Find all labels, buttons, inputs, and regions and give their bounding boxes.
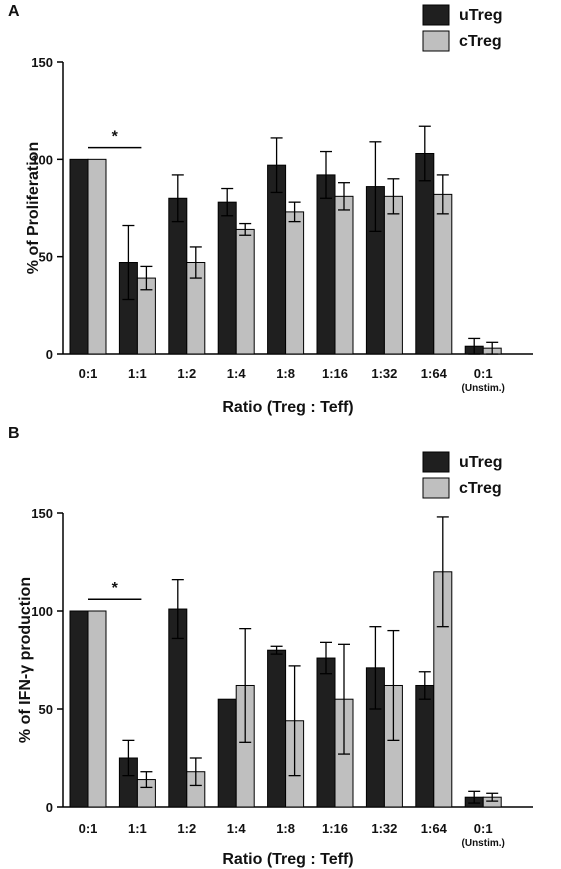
bar-ctreg (87, 158, 107, 355)
legend-label-utreg: uTreg (459, 454, 503, 471)
legend-label-ctreg: cTreg (459, 33, 502, 50)
legend-swatch-utreg (422, 451, 450, 473)
x-tick-label: 0:1 (474, 821, 493, 836)
x-axis-title: Ratio (Treg : Teff) (222, 399, 353, 416)
bar-utreg (415, 684, 435, 808)
bar-utreg (415, 152, 435, 355)
x-tick-label: 1:8 (276, 821, 295, 836)
x-tick-label: 1:16 (322, 821, 348, 836)
panel-label: A (8, 3, 20, 20)
significance-star: * (112, 580, 119, 597)
x-tick-label: 1:4 (227, 366, 247, 381)
bar-ctreg (235, 228, 255, 355)
bar-ctreg (383, 195, 403, 355)
x-tick-label: 0:1 (79, 366, 98, 381)
bar-utreg (69, 610, 89, 808)
bar-utreg (217, 698, 237, 808)
y-tick-label: 100 (31, 604, 53, 619)
legend-label-utreg: uTreg (459, 7, 503, 24)
bar-utreg (267, 649, 287, 808)
x-tick-label: 1:1 (128, 366, 147, 381)
y-tick-label: 0 (46, 800, 53, 815)
legend-swatch-ctreg (422, 30, 450, 52)
x-tick-label: 1:2 (177, 821, 196, 836)
bar-ctreg (334, 195, 354, 355)
y-tick-label: 50 (39, 702, 53, 717)
legend-label-ctreg: cTreg (459, 480, 502, 497)
bar-utreg (316, 174, 336, 355)
y-tick-label: 50 (39, 250, 53, 265)
panel-label: B (8, 425, 20, 442)
x-tick-label: 1:4 (227, 821, 247, 836)
significance-star: * (112, 129, 119, 146)
y-tick-label: 100 (31, 152, 53, 167)
x-tick-sublabel: (Unstim.) (462, 838, 505, 849)
bar-utreg (217, 201, 237, 355)
x-tick-label: 1:32 (371, 366, 397, 381)
x-tick-label: 1:2 (177, 366, 196, 381)
y-tick-label: 150 (31, 55, 53, 70)
x-axis-title: Ratio (Treg : Teff) (222, 851, 353, 868)
x-tick-label: 1:8 (276, 366, 295, 381)
x-tick-label: 0:1 (79, 821, 98, 836)
y-tick-label: 0 (46, 347, 53, 362)
bar-utreg (267, 164, 287, 355)
y-tick-label: 150 (31, 506, 53, 521)
bar-ctreg (87, 610, 107, 808)
legend-swatch-ctreg (422, 477, 450, 499)
x-tick-label: 1:16 (322, 366, 348, 381)
bar-utreg (69, 158, 89, 355)
legend-swatch-utreg (422, 4, 450, 26)
x-tick-label: 0:1 (474, 366, 493, 381)
x-tick-sublabel: (Unstim.) (462, 383, 505, 394)
bar-ctreg (433, 193, 453, 355)
x-tick-label: 1:1 (128, 821, 147, 836)
bar-ctreg (285, 211, 305, 355)
bar-utreg (316, 657, 336, 808)
x-tick-label: 1:64 (421, 366, 448, 381)
x-tick-label: 1:32 (371, 821, 397, 836)
x-tick-label: 1:64 (421, 821, 448, 836)
y-axis-title: % of Proliferation (25, 142, 42, 274)
y-axis-title: % of IFN-γ production (17, 577, 34, 743)
